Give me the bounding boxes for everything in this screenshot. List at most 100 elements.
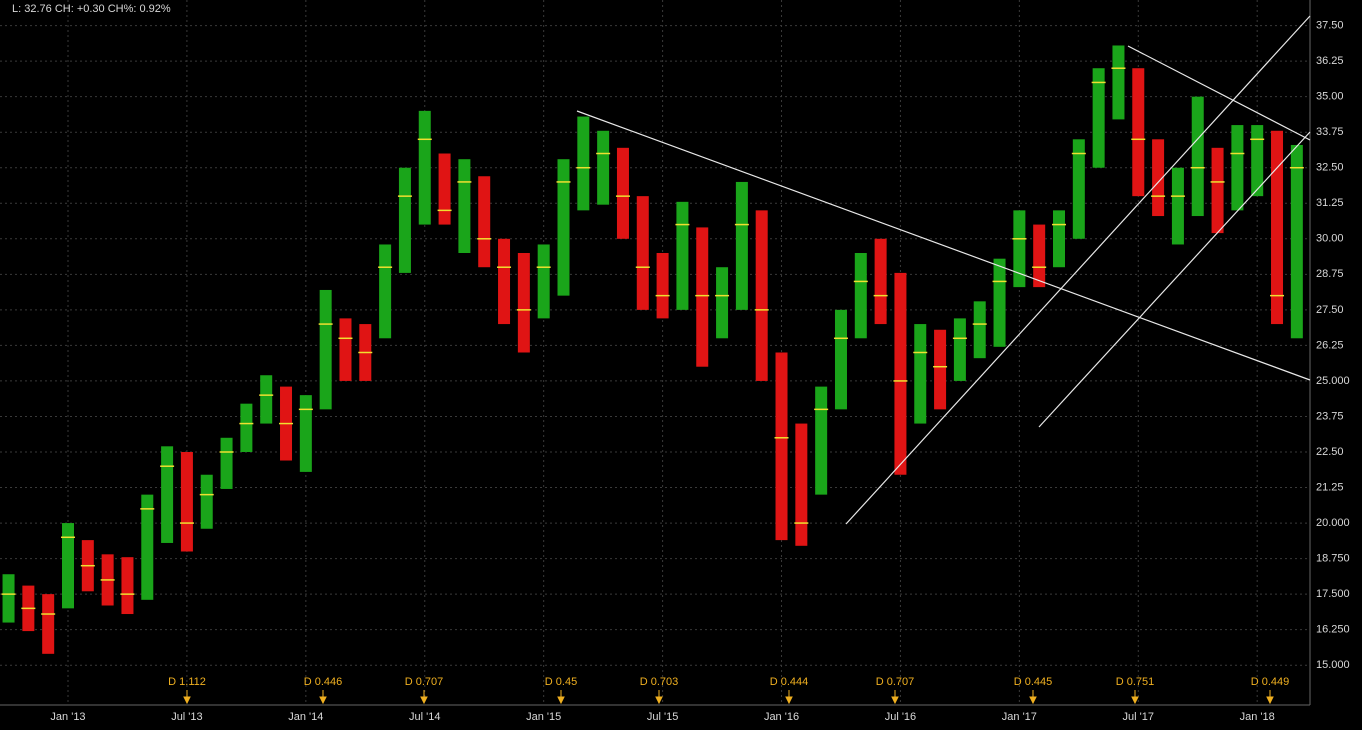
range-bar — [1290, 144, 1303, 339]
range-bar — [973, 301, 986, 359]
x-tick-label: Jul '17 — [1123, 711, 1154, 723]
dividend-arrow — [420, 690, 428, 705]
range-bar — [1053, 210, 1065, 268]
range-bar — [1211, 147, 1224, 234]
range-bar — [854, 253, 867, 339]
dividend-label: D 0.45 — [545, 676, 577, 688]
range-bar — [200, 474, 213, 529]
dividend-arrow — [1266, 690, 1274, 705]
x-tick-label: Jan '14 — [288, 711, 323, 723]
range-bar — [537, 244, 550, 319]
y-tick-label: 17.500 — [1316, 588, 1350, 600]
range-bar — [418, 110, 431, 225]
range-bar — [1033, 224, 1046, 288]
dividend-arrow — [1029, 690, 1037, 705]
y-tick-label: 15.000 — [1316, 659, 1350, 671]
x-tick-label: Jan '15 — [526, 711, 561, 723]
dividend-label: D 0.446 — [304, 676, 343, 688]
trendline — [1127, 45, 1311, 141]
dividend-arrow — [655, 690, 663, 705]
y-tick-label: 22.50 — [1316, 446, 1344, 458]
dividend-label: D 0.449 — [1251, 676, 1290, 688]
range-bar — [220, 437, 233, 489]
dividend-label: D 0.703 — [640, 676, 679, 688]
trendline — [1038, 131, 1311, 428]
range-bar — [616, 147, 629, 239]
y-tick-label: 35.00 — [1316, 91, 1344, 103]
range-bar — [557, 159, 570, 296]
range-bar — [1112, 45, 1125, 120]
dividend-arrow — [891, 690, 899, 705]
range-bar — [517, 253, 530, 353]
y-tick-label: 26.25 — [1316, 339, 1344, 351]
x-tick-label: Jan '18 — [1240, 711, 1275, 723]
range-bar — [577, 116, 590, 211]
y-tick-label: 18.750 — [1316, 553, 1350, 565]
range-bar — [458, 159, 471, 254]
y-tick-label: 21.25 — [1316, 481, 1344, 493]
range-bar — [795, 423, 808, 546]
x-tick-label: Jan '17 — [1002, 711, 1037, 723]
range-bar — [1072, 139, 1085, 239]
range-bar — [934, 329, 947, 410]
range-bar — [180, 451, 193, 552]
range-bar — [379, 244, 392, 339]
range-bar — [1251, 125, 1264, 197]
y-tick-label: 20.000 — [1316, 517, 1350, 529]
range-bar — [478, 176, 491, 268]
x-tick-label: Jan '13 — [50, 711, 85, 723]
range-bar — [815, 386, 828, 495]
dividend-arrow — [319, 690, 327, 705]
x-tick-label: Jan '16 — [764, 711, 799, 723]
range-bar — [398, 167, 411, 273]
range-bar — [636, 196, 649, 310]
y-tick-label: 27.50 — [1316, 304, 1344, 316]
y-tick-label: 37.50 — [1316, 19, 1344, 31]
range-bar — [716, 267, 729, 339]
x-tick-label: Jul '15 — [647, 711, 678, 723]
range-bar — [121, 557, 134, 615]
range-bar — [1092, 68, 1105, 168]
range-bar — [240, 403, 253, 452]
range-bar — [161, 446, 174, 543]
range-bar — [656, 253, 669, 319]
range-bar — [914, 324, 927, 424]
dividend-label: D 0.707 — [405, 676, 444, 688]
dividend-arrow — [557, 690, 565, 705]
range-bar — [874, 238, 887, 325]
y-tick-label: 31.25 — [1316, 197, 1344, 209]
y-tick-label: 32.50 — [1316, 162, 1344, 174]
range-bar — [834, 309, 847, 410]
range-bar — [735, 181, 748, 310]
range-bar — [498, 238, 511, 325]
x-tick-label: Jul '14 — [409, 711, 440, 723]
header: L: 32.76 CH: +0.30 CH%: 0.92% — [12, 3, 171, 15]
x-tick-label: Jul '16 — [885, 711, 916, 723]
range-bar — [339, 318, 352, 381]
range-bar — [894, 272, 907, 475]
range-bar — [597, 130, 610, 205]
range-bar — [1231, 125, 1244, 211]
y-tick-label: 33.75 — [1316, 126, 1344, 138]
range-bar — [1191, 96, 1204, 217]
y-tick-label: 28.75 — [1316, 268, 1344, 280]
dividend-label: D 1.112 — [168, 676, 206, 688]
range-bar — [676, 201, 689, 310]
dividend-label: D 0.444 — [770, 676, 809, 688]
range-bar — [755, 210, 768, 381]
dividend-label: D 0.445 — [1014, 676, 1053, 688]
dividend-arrow — [1131, 690, 1139, 705]
range-bar — [696, 227, 709, 367]
range-bar — [141, 494, 154, 600]
range-bar — [260, 375, 273, 424]
y-tick-label: 16.250 — [1316, 624, 1350, 636]
dividend-label: D 0.707 — [876, 676, 915, 688]
dividend-arrow — [785, 690, 793, 705]
range-bar — [2, 574, 15, 623]
y-tick-label: 23.75 — [1316, 410, 1344, 422]
range-bar — [42, 594, 55, 654]
range-bar — [1271, 130, 1284, 325]
trendline — [845, 15, 1311, 525]
